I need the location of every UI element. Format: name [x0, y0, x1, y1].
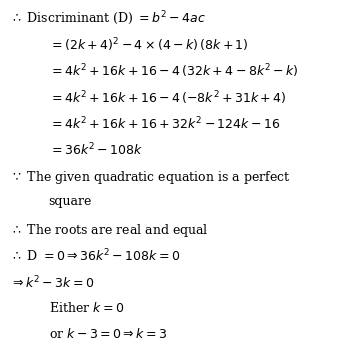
Text: $= (2k + 4)^2 - 4 \times (4 - k)\,(8k + 1)$: $= (2k + 4)^2 - 4 \times (4 - k)\,(8k + … [49, 36, 248, 54]
Text: Either $k = 0$: Either $k = 0$ [49, 301, 124, 315]
Text: $\therefore$ D $= 0 \Rightarrow 36k^2 - 108k = 0$: $\therefore$ D $= 0 \Rightarrow 36k^2 - … [10, 248, 181, 265]
Text: square: square [49, 195, 92, 208]
Text: $\therefore$ Discriminant (D) $= b^2 - 4ac$: $\therefore$ Discriminant (D) $= b^2 - 4… [10, 10, 206, 27]
Text: $= 4k^2 + 16k + 16 - 4\,(-8k^2 + 31k + 4)$: $= 4k^2 + 16k + 16 - 4\,(-8k^2 + 31k + 4… [49, 89, 286, 107]
Text: $\because$ The given quadratic equation is a perfect: $\because$ The given quadratic equation … [10, 169, 291, 185]
Text: $\Rightarrow k^2 - 3k = 0$: $\Rightarrow k^2 - 3k = 0$ [10, 275, 95, 291]
Text: $= 36k^2 - 108k$: $= 36k^2 - 108k$ [49, 142, 143, 159]
Text: $= 4k^2 + 16k + 16 - 4\,(32k + 4 - 8k^2 - k)$: $= 4k^2 + 16k + 16 - 4\,(32k + 4 - 8k^2 … [49, 63, 298, 80]
Text: $\therefore$ The roots are real and equal: $\therefore$ The roots are real and equa… [10, 222, 209, 238]
Text: $= 4k^2 + 16k + 16 + 32k^2 - 124k - 16$: $= 4k^2 + 16k + 16 + 32k^2 - 124k - 16$ [49, 116, 280, 132]
Text: or $k - 3 = 0 \Rightarrow k = 3$: or $k - 3 = 0 \Rightarrow k = 3$ [49, 327, 167, 342]
